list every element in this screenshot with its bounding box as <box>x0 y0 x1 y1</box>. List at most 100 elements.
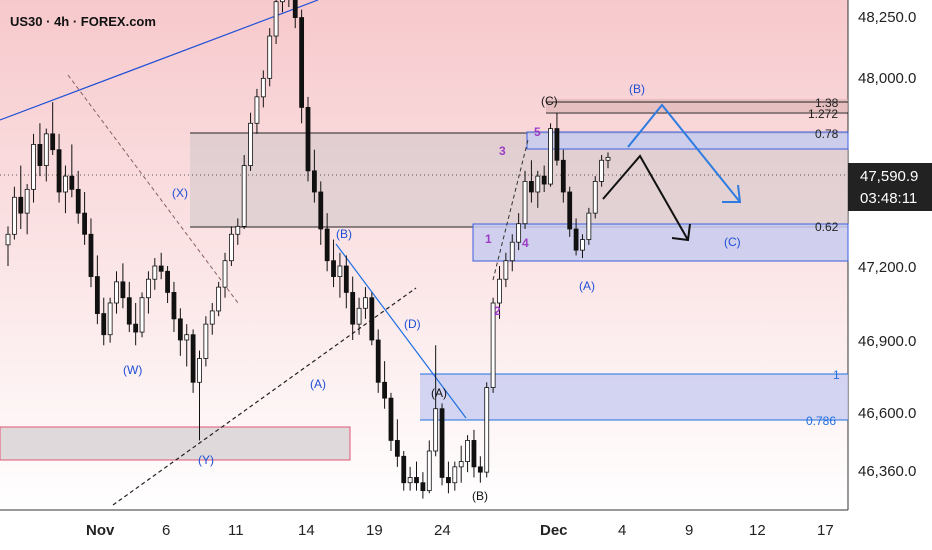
candle-body <box>535 175 541 193</box>
candle-body <box>586 212 592 240</box>
wave-label-2: 2 <box>494 304 501 318</box>
candle-body <box>11 196 17 235</box>
wave-label-a-right: (A) <box>579 279 595 293</box>
candle-body <box>260 77 266 98</box>
candle-body <box>548 128 553 185</box>
candle-body <box>241 165 247 227</box>
candle-body <box>107 302 113 336</box>
fib-label-1: 1 <box>833 368 840 382</box>
y-tick-label: 46,600.0 <box>858 405 916 422</box>
fib-label-0-78: 0.78 <box>815 127 839 141</box>
candle-body <box>31 144 36 190</box>
x-tick-label: 6 <box>162 522 170 539</box>
chart-title: US30 · 4h · FOREX.com <box>10 14 156 29</box>
candle-body <box>401 455 407 484</box>
candle-body <box>343 265 349 293</box>
bullish-projection-path <box>627 103 741 203</box>
current-price-badge <box>848 163 932 211</box>
demand-zone-blue <box>472 223 849 262</box>
x-tick-label: 4 <box>618 522 626 539</box>
candle-body <box>318 191 324 230</box>
candle-body <box>203 323 209 359</box>
wave-label-w: (W) <box>123 363 142 377</box>
candle-body <box>171 292 177 320</box>
candle-body <box>331 260 336 277</box>
candle-body <box>560 159 566 193</box>
falling-trendline <box>335 243 467 419</box>
candle-body <box>592 181 598 214</box>
candle-body <box>484 387 490 473</box>
candle-body <box>69 175 75 190</box>
candle-body <box>190 334 196 383</box>
y-tick-label: 46,900.0 <box>858 333 916 350</box>
lower-blue-zone <box>420 374 848 420</box>
candle-body <box>446 477 451 484</box>
candle-body <box>177 318 183 341</box>
wave-label-d-blue: (D) <box>404 317 421 331</box>
candle-body <box>235 225 241 235</box>
candle-body <box>248 122 253 166</box>
impulse-dashed-line <box>492 139 529 281</box>
pink-dotted-line <box>67 74 239 304</box>
lower-grey-zone <box>0 426 351 461</box>
candle-body <box>101 313 107 336</box>
candle-body <box>305 107 311 172</box>
candle-body <box>382 381 387 399</box>
candle-body <box>541 175 547 185</box>
x-tick-label: 14 <box>298 522 315 539</box>
candle-body <box>509 241 515 262</box>
candle-body <box>139 297 145 333</box>
candle-body <box>63 175 68 193</box>
wave-label-b-black: (B) <box>472 489 488 503</box>
x-tick-label: Nov <box>86 522 115 539</box>
candle-body <box>394 440 400 457</box>
x-tick-label: 12 <box>749 522 766 539</box>
candle-body <box>356 307 362 325</box>
candle-body <box>426 450 432 492</box>
candle-body <box>363 297 368 309</box>
wave-label-c-black: (C) <box>541 94 558 108</box>
candle-body <box>375 339 381 383</box>
candle-body <box>120 281 126 299</box>
candle-body <box>56 149 62 193</box>
candle-body <box>146 278 151 299</box>
candle-body <box>407 477 413 484</box>
dashed-channel-line <box>112 287 417 506</box>
wave-label-b-blue: (B) <box>336 227 352 241</box>
candle-body <box>197 358 202 383</box>
time-axis-panel <box>0 510 848 550</box>
candle-body <box>24 188 30 214</box>
x-tick-label: 17 <box>817 522 834 539</box>
candle-body <box>554 128 560 161</box>
fib-label-1-272: 1.272 <box>808 107 838 121</box>
candle-body <box>567 191 573 230</box>
candle-body <box>573 228 579 251</box>
candle-body <box>158 265 164 272</box>
y-tick-label: 47,200.0 <box>858 259 916 276</box>
wave-label-a-blue: (A) <box>310 377 326 391</box>
x-tick-label: 19 <box>366 522 383 539</box>
candle-body <box>18 196 24 214</box>
y-tick-label: 48,250.0 <box>858 9 916 26</box>
bearish-projection-arrowhead <box>671 223 691 242</box>
wave-label-5: 5 <box>534 125 541 139</box>
candle-body <box>529 181 534 193</box>
candle-body <box>388 397 394 441</box>
supply-zone-blue <box>526 131 849 150</box>
candle-body <box>209 310 215 325</box>
candle-body <box>165 270 170 293</box>
candle-body <box>88 233 94 277</box>
current-price-label: 47,590.9 <box>860 168 918 185</box>
candle-body <box>184 334 190 341</box>
candle-body <box>433 408 439 452</box>
candle-body <box>337 265 343 277</box>
candle-body <box>414 477 419 484</box>
candle-body <box>216 286 222 312</box>
candle-body <box>452 466 458 484</box>
candle-body <box>516 223 522 243</box>
candle-body <box>273 1 279 37</box>
candle-body <box>471 440 477 468</box>
price-axis-panel <box>848 0 932 550</box>
